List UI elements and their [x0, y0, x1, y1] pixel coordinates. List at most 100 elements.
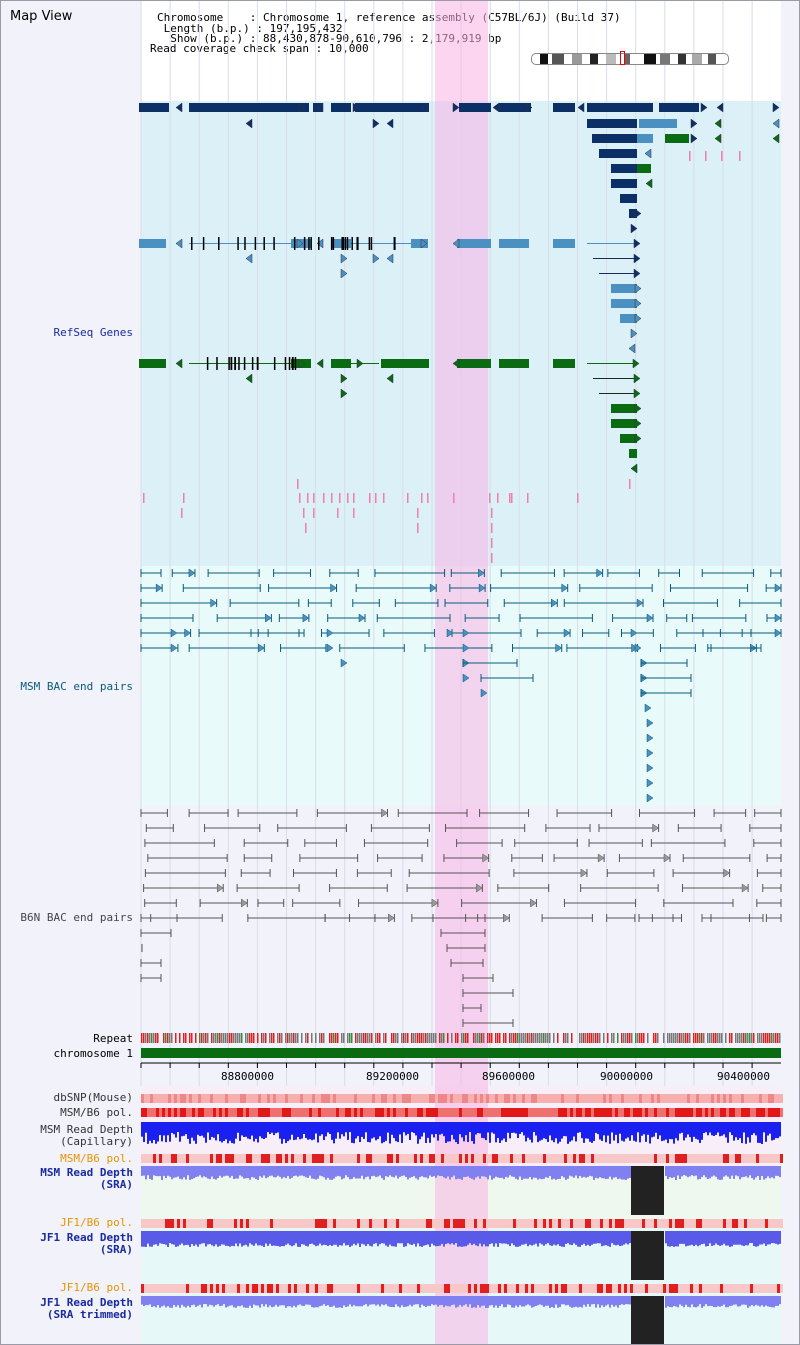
heat-cell	[369, 1219, 372, 1228]
heat-cell	[165, 1219, 168, 1228]
gene-exon	[499, 103, 531, 112]
heat-cell	[360, 1154, 363, 1163]
read-depth-bar	[369, 1122, 371, 1143]
read-depth-bar	[221, 1166, 223, 1178]
repeat-mark	[215, 1033, 217, 1043]
repeat-mark	[737, 1033, 739, 1043]
gene-exon	[611, 284, 637, 293]
repeat-mark	[441, 1033, 443, 1043]
read-depth-bar	[287, 1296, 289, 1307]
b6n-bac-label[interactable]: B6N BAC end pairs	[20, 911, 133, 924]
read-depth-bar	[707, 1166, 709, 1179]
read-depth-bar	[193, 1122, 195, 1141]
read-depth-bar	[367, 1122, 369, 1142]
heat-cell	[768, 1094, 771, 1103]
read-depth-bar	[213, 1122, 215, 1138]
read-depth-bar	[579, 1296, 581, 1307]
heat-cell	[426, 1284, 429, 1293]
read-depth-bar	[619, 1166, 621, 1179]
read-depth-bar	[141, 1122, 143, 1137]
heat-cell	[243, 1108, 246, 1117]
heat-cell	[525, 1154, 528, 1163]
read-depth-bar	[613, 1231, 615, 1245]
read-depth-bar	[295, 1296, 297, 1308]
heat-cell	[498, 1219, 501, 1228]
heat-cell	[345, 1094, 348, 1103]
read-depth-bar	[739, 1231, 741, 1245]
read-depth-bar	[779, 1122, 781, 1137]
snp-tick	[497, 493, 499, 503]
heat-cell	[366, 1284, 369, 1293]
heat-cell	[501, 1219, 504, 1228]
heat-cell	[309, 1219, 312, 1228]
read-depth-bar	[345, 1122, 347, 1133]
heat-cell	[657, 1108, 660, 1117]
repeat-mark	[347, 1033, 349, 1043]
read-depth-bar	[753, 1122, 755, 1134]
heat-cell	[147, 1094, 150, 1103]
heat-cell	[291, 1154, 294, 1163]
msm-bac-label[interactable]: MSM BAC end pairs	[20, 680, 133, 693]
heat-cell	[417, 1284, 420, 1293]
repeat-mark	[533, 1033, 535, 1043]
heat-cell	[255, 1154, 258, 1163]
heat-cell	[552, 1219, 555, 1228]
heat-cell	[261, 1284, 264, 1293]
read-depth-bar	[665, 1296, 667, 1308]
read-depth-bar	[447, 1296, 449, 1307]
heat-cell	[306, 1108, 309, 1117]
heat-cell	[765, 1154, 768, 1163]
heat-cell	[576, 1094, 579, 1103]
read-depth-bar	[737, 1166, 739, 1177]
read-depth-bar	[229, 1231, 231, 1247]
heat-cell	[330, 1219, 333, 1228]
gene-exon	[139, 103, 169, 112]
heat-cell	[246, 1108, 249, 1117]
read-depth-bar	[521, 1166, 523, 1180]
heat-cell	[462, 1108, 465, 1117]
heat-cell	[654, 1154, 657, 1163]
track-features[interactable]	[139, 102, 783, 1344]
read-depth-bar	[673, 1166, 675, 1178]
read-depth-bar	[495, 1166, 497, 1177]
read-depth-bar	[333, 1166, 335, 1179]
read-depth-bar	[701, 1122, 703, 1140]
heat-cell	[534, 1284, 537, 1293]
read-depth-bar	[691, 1231, 693, 1245]
heat-cell	[768, 1154, 771, 1163]
heat-cell	[438, 1108, 441, 1117]
read-depth-bar	[281, 1296, 283, 1306]
read-depth-bar	[163, 1122, 165, 1136]
heat-cell	[231, 1154, 234, 1163]
heat-cell	[519, 1219, 522, 1228]
heat-cell	[213, 1108, 216, 1117]
repeat-mark	[641, 1033, 643, 1043]
read-depth-bar	[335, 1166, 337, 1177]
heat-cell	[195, 1094, 198, 1103]
read-depth-bar	[621, 1166, 623, 1180]
read-depth-bar	[725, 1166, 727, 1176]
heat-cell	[345, 1284, 348, 1293]
read-depth-bar	[375, 1296, 377, 1306]
read-depth-bar	[371, 1122, 373, 1139]
read-depth-bar	[309, 1296, 311, 1305]
heat-cell	[744, 1108, 747, 1117]
heat-cell	[291, 1284, 294, 1293]
read-depth-bar	[247, 1231, 249, 1247]
read-depth-bar	[423, 1296, 425, 1306]
read-depth-bar	[689, 1166, 691, 1177]
heat-cell	[450, 1108, 453, 1117]
read-depth-bar	[487, 1231, 489, 1247]
chromosome-ideogram[interactable]	[531, 53, 729, 65]
heat-cell	[375, 1094, 378, 1103]
refseq-label[interactable]: RefSeq Genes	[53, 326, 133, 339]
repeat-mark	[521, 1033, 523, 1043]
read-depth-bar	[693, 1296, 695, 1307]
selection-highlight[interactable]	[435, 1, 488, 1344]
read-depth-bar	[703, 1166, 705, 1176]
read-depth-bar	[601, 1122, 603, 1141]
repeat-mark	[595, 1033, 597, 1043]
repeat-mark	[597, 1033, 599, 1043]
heat-cell	[774, 1108, 777, 1117]
